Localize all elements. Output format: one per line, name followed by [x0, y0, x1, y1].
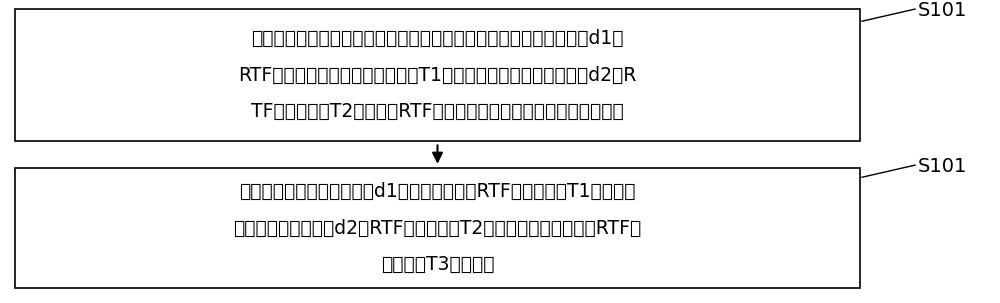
- Text: S101: S101: [918, 157, 967, 176]
- Bar: [15, 168, 860, 288]
- Text: S101: S101: [918, 1, 967, 20]
- Text: 根据前一规格带钢的厚度值d1和辐射管加热段RTF设定温度值T1，以及后: 根据前一规格带钢的厚度值d1和辐射管加热段RTF设定温度值T1，以及后: [239, 182, 636, 201]
- Text: 在两种规格不同的带钢生产切换过程中，获取前一规格带钢的厚度值d1和: 在两种规格不同的带钢生产切换过程中，获取前一规格带钢的厚度值d1和: [251, 29, 624, 48]
- Text: 定温度值T3进行控制: 定温度值T3进行控制: [381, 255, 494, 274]
- Bar: [15, 9, 860, 141]
- Text: TF设定温度值T2。其中，RTF（辐射管加热段）位于退火炉的出口处: TF设定温度值T2。其中，RTF（辐射管加热段）位于退火炉的出口处: [251, 102, 624, 121]
- Text: 一规格带钢的厚度值d2和RTF设定温度值T2，对生产切换过程中的RTF设: 一规格带钢的厚度值d2和RTF设定温度值T2，对生产切换过程中的RTF设: [233, 218, 642, 238]
- Text: RTF（辐射管加热段）设定温度值T1，以及后一规格带钢的厚度值d2和R: RTF（辐射管加热段）设定温度值T1，以及后一规格带钢的厚度值d2和R: [238, 65, 637, 85]
